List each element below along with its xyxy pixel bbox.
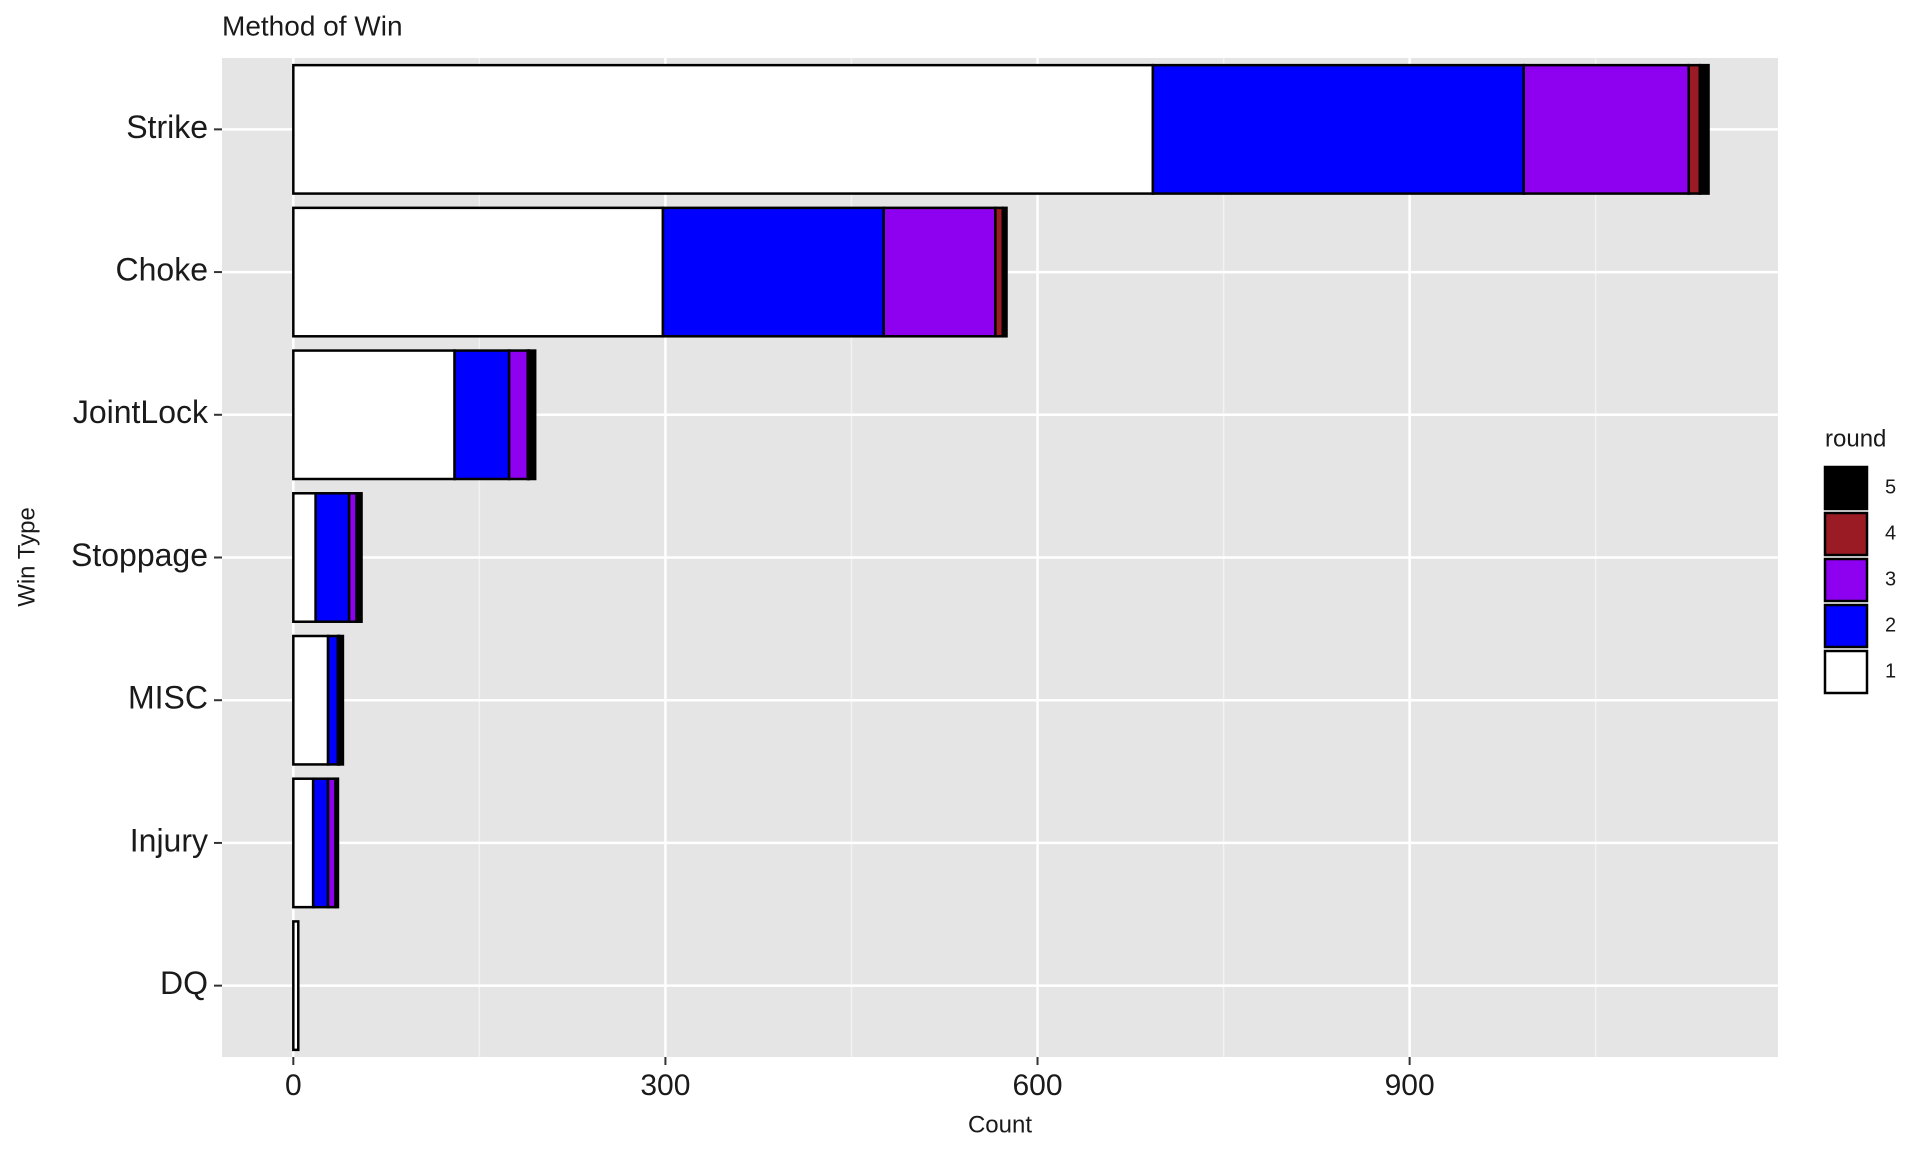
chart-title: Method of Win [222, 10, 403, 41]
plot-panel [222, 58, 1778, 1057]
y-tick-label: Stoppage [71, 537, 208, 573]
y-tick-label: Choke [116, 252, 209, 288]
bar-segment [1001, 206, 1008, 338]
bar-segment [311, 777, 330, 909]
legend-label: 2 [1885, 614, 1896, 636]
y-tick-label: Strike [126, 109, 208, 145]
y-axis-title: Win Type [13, 507, 40, 607]
bar-segment [292, 634, 330, 766]
bar-segment [453, 349, 511, 481]
y-tick-label: MISC [128, 680, 208, 716]
bar-segment [1698, 63, 1710, 195]
y-tick-label: DQ [160, 965, 208, 1001]
legend-swatch [1823, 557, 1869, 603]
legend-swatch [1823, 465, 1869, 511]
bar-segment [882, 206, 997, 338]
x-tick-label: 900 [1385, 1069, 1435, 1102]
x-axis-title: Count [968, 1111, 1032, 1138]
bar-segment [292, 206, 665, 338]
y-tick-label: JointLock [73, 394, 209, 430]
bar-segment [527, 349, 537, 481]
bar-segment [356, 492, 363, 623]
legend-label: 1 [1885, 660, 1896, 682]
bar-segment [292, 920, 300, 1052]
y-tick-label: Injury [130, 822, 208, 858]
legend-label: 5 [1885, 476, 1896, 498]
x-tick-label: 600 [1012, 1069, 1062, 1102]
legend-label: 4 [1885, 522, 1896, 544]
legend-label: 3 [1885, 568, 1896, 590]
bar-segment [292, 63, 1155, 195]
bar-segment [661, 206, 885, 338]
bar-segment [1522, 63, 1690, 195]
legend-swatch [1823, 603, 1869, 649]
x-tick-label: 300 [640, 1069, 690, 1102]
x-tick-label: 0 [285, 1069, 302, 1102]
legend-title: round [1825, 425, 1886, 452]
bar-segment [292, 777, 315, 909]
bar-segment [1687, 63, 1702, 195]
bar-segment [314, 492, 351, 623]
bar-segment [337, 634, 345, 766]
legend-swatch [1823, 649, 1869, 695]
bar-segment [1151, 63, 1525, 195]
bar-segment [292, 492, 317, 623]
bar-segment [507, 349, 529, 481]
bar-segment [292, 349, 456, 481]
bar-segment [326, 634, 340, 766]
bar-segment [334, 777, 340, 909]
legend-swatch [1823, 511, 1869, 557]
